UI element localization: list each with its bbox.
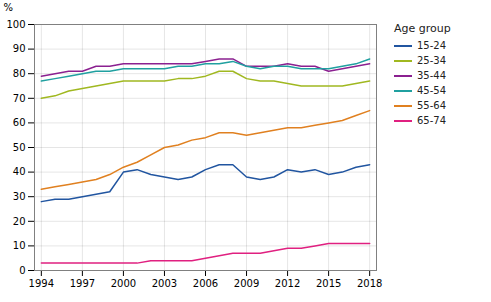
svg-text:%: % (4, 2, 14, 13)
html-text:65-74: 65-74 (417, 115, 447, 126)
svg-text:40: 40 (13, 166, 26, 177)
svg-text:2003: 2003 (152, 278, 177, 289)
html-text:35-44: 35-44 (417, 70, 447, 81)
svg-text:70: 70 (13, 93, 26, 104)
svg-text:60: 60 (13, 117, 26, 128)
svg-text:2000: 2000 (111, 278, 136, 289)
svg-text:2009: 2009 (234, 278, 259, 289)
svg-text:2012: 2012 (275, 278, 300, 289)
svg-text:10: 10 (13, 240, 26, 251)
svg-text:2015: 2015 (316, 278, 341, 289)
svg-text:30: 30 (13, 191, 26, 202)
svg-text:50: 50 (13, 142, 26, 153)
svg-text:80: 80 (13, 68, 26, 79)
html-text:25-34: 25-34 (417, 55, 447, 66)
html-text:55-64: 55-64 (417, 100, 447, 111)
svg-text:2006: 2006 (193, 278, 218, 289)
html-text:Age group: Age group (394, 22, 451, 35)
svg-text:1994: 1994 (29, 278, 54, 289)
svg-text:0: 0 (19, 265, 25, 276)
svg-text:100: 100 (6, 19, 25, 30)
html-text:45-54: 45-54 (417, 85, 447, 96)
svg-text:1997: 1997 (70, 278, 95, 289)
svg-text:20: 20 (13, 216, 26, 227)
svg-text:90: 90 (13, 43, 26, 54)
svg-text:2018: 2018 (357, 278, 382, 289)
html-text:15-24: 15-24 (417, 40, 447, 51)
